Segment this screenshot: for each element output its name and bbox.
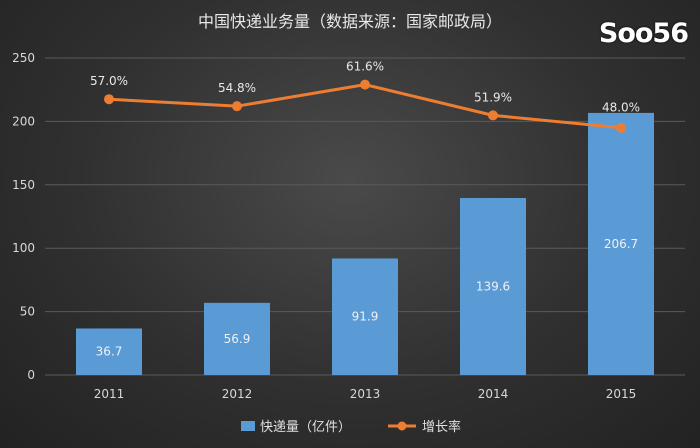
line-point <box>616 122 626 133</box>
bar <box>460 197 526 375</box>
watermark-logo: Soo56 <box>598 18 689 49</box>
line-point <box>488 110 498 121</box>
bar <box>588 112 654 375</box>
bar <box>332 258 398 375</box>
bar-value-label: 206.7 <box>604 237 638 251</box>
bar-value-label: 91.9 <box>352 310 379 324</box>
y-tick-label: 150 <box>12 178 35 192</box>
rate-value-label: 57.0% <box>90 74 128 88</box>
line-point <box>104 94 114 105</box>
rate-value-label: 54.8% <box>218 81 256 95</box>
bar <box>204 302 270 375</box>
chart-title: 中国快递业务量（数据来源：国家邮政局） <box>197 12 502 31</box>
y-tick-label: 100 <box>12 241 35 255</box>
bar-value-label: 36.7 <box>96 345 123 359</box>
line-point <box>360 79 370 90</box>
rate-value-label: 48.0% <box>602 101 640 115</box>
y-tick-label: 200 <box>12 114 35 128</box>
x-tick-label: 2011 <box>94 387 125 401</box>
x-tick-label: 2014 <box>478 387 509 401</box>
legend-line-marker <box>397 421 407 431</box>
x-tick-label: 2012 <box>222 387 253 401</box>
legend-bar-label: 快递量（亿件） <box>260 420 351 435</box>
legend-line-label: 增长率 <box>422 419 461 435</box>
bar-value-label: 139.6 <box>476 279 510 293</box>
x-tick-label: 2013 <box>350 387 381 401</box>
bar-value-label: 56.9 <box>224 332 251 346</box>
rate-value-label: 51.9% <box>474 90 512 104</box>
bar <box>76 328 142 375</box>
y-tick-label: 0 <box>27 368 35 382</box>
rate-value-label: 61.6% <box>346 60 384 74</box>
y-tick-label: 50 <box>20 305 35 319</box>
legend-bar-swatch <box>241 421 255 431</box>
y-tick-label: 250 <box>12 51 35 65</box>
x-tick-label: 2015 <box>606 387 637 401</box>
line-point <box>232 101 242 112</box>
